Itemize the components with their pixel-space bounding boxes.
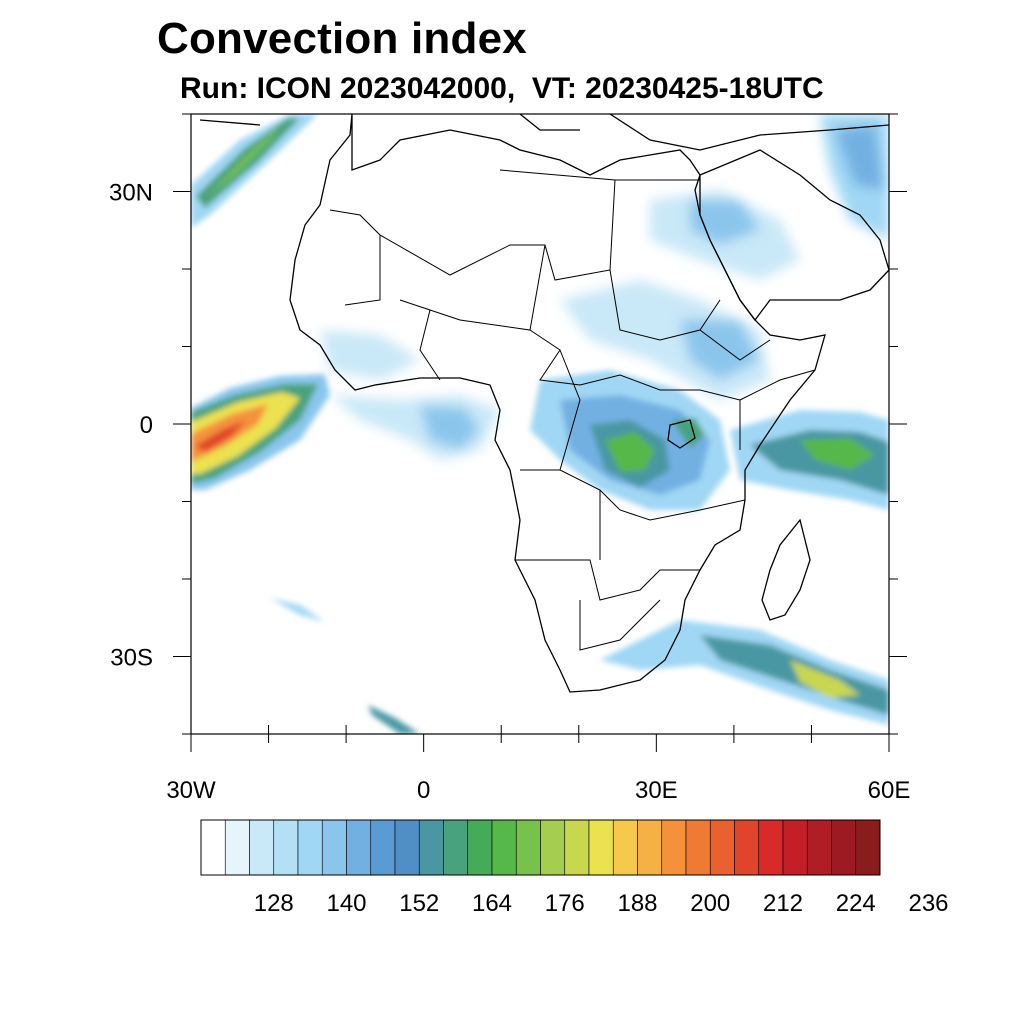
convection-equatorial-atlantic — [191, 374, 330, 490]
lon-tick-label: 30E — [635, 777, 678, 804]
colorbar-label: 164 — [472, 890, 512, 917]
colorbar-swatch — [418, 819, 444, 876]
colorbar-swatch — [491, 819, 517, 876]
lat-tick-label: 30N — [109, 180, 153, 207]
lon-tick-label: 60E — [868, 777, 911, 804]
colorbar-swatch — [273, 819, 299, 876]
convection-arabia — [650, 114, 889, 280]
colorbar-swatch — [200, 819, 226, 876]
colorbar-swatch — [782, 819, 808, 876]
colorbar-label: 200 — [690, 890, 730, 917]
lat-tick-label: 0 — [140, 412, 153, 439]
colorbar-label: 128 — [254, 890, 294, 917]
convection-nw-atlantic — [191, 114, 318, 228]
colorbar-swatch — [734, 819, 760, 876]
colorbar-label: 212 — [763, 890, 803, 917]
colorbar: 128 140 152 164 176 188 200 212 224 236 — [200, 819, 949, 917]
colorbar-swatch — [540, 819, 566, 876]
convection-south-atlantic — [270, 598, 420, 734]
colorbar-swatch — [588, 819, 614, 876]
colorbar-label: 188 — [617, 890, 657, 917]
colorbar-label: 140 — [326, 890, 366, 917]
colorbar-label: 152 — [399, 890, 439, 917]
convection-gulf-guinea — [320, 330, 500, 460]
lake-victoria — [667, 419, 696, 449]
chart-title: Convection index — [157, 14, 527, 63]
colorbar-swatch — [297, 819, 323, 876]
colorbar-swatch — [661, 819, 687, 876]
madagascar-coastline — [761, 518, 811, 621]
colorbar-swatch — [685, 819, 711, 876]
colorbar-swatch — [249, 819, 275, 876]
lon-tick-label: 0 — [417, 777, 430, 804]
europe-coastline — [199, 114, 889, 151]
convection-indian-ocean — [730, 410, 889, 510]
lon-tick-label: 30W — [166, 777, 216, 804]
colorbar-swatch — [709, 819, 735, 876]
colorbar-swatch — [224, 819, 250, 876]
colorbar-label: 176 — [545, 890, 585, 917]
colorbar-frame — [200, 819, 881, 876]
convection-east-africa — [560, 280, 770, 400]
convection-shading — [191, 114, 889, 734]
colorbar-swatch — [855, 819, 881, 876]
lat-tick-label: 30S — [110, 645, 153, 672]
map-axes: 30W 0 30E 60E 30N 0 30S — [109, 113, 911, 804]
colorbar-swatch — [394, 819, 420, 876]
colorbar-swatch — [806, 819, 832, 876]
colorbar-swatch — [321, 819, 347, 876]
colorbar-swatch — [758, 819, 784, 876]
colorbar-label: 236 — [908, 890, 948, 917]
colorbar-swatch — [831, 819, 857, 876]
colorbar-swatch — [346, 819, 372, 876]
colorbar-swatch — [443, 819, 469, 876]
chart-subtitle: Run: ICON 2023042000, VT: 20230425-18UTC — [180, 72, 824, 105]
arabia-coastline — [699, 149, 889, 322]
country-borders — [329, 169, 816, 651]
colorbar-swatch — [564, 819, 590, 876]
map-panel — [191, 114, 889, 734]
colorbar-swatch — [515, 819, 541, 876]
colorbar-swatch — [612, 819, 638, 876]
convection-congo — [530, 370, 730, 510]
colorbar-swatch — [467, 819, 493, 876]
colorbar-label: 224 — [836, 890, 876, 917]
colorbar-swatch — [370, 819, 396, 876]
colorbar-swatch — [637, 819, 663, 876]
